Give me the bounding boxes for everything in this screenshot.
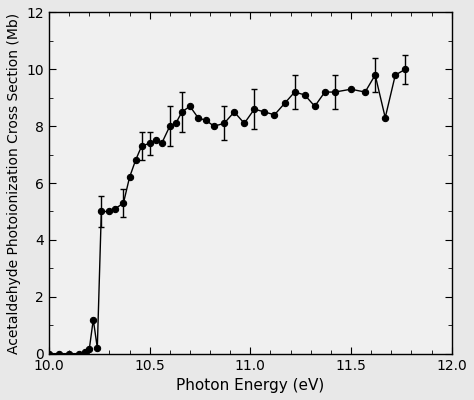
X-axis label: Photon Energy (eV): Photon Energy (eV) — [176, 378, 325, 393]
Y-axis label: Acetaldehyde Photoionization Cross Section (Mb): Acetaldehyde Photoionization Cross Secti… — [7, 12, 21, 354]
